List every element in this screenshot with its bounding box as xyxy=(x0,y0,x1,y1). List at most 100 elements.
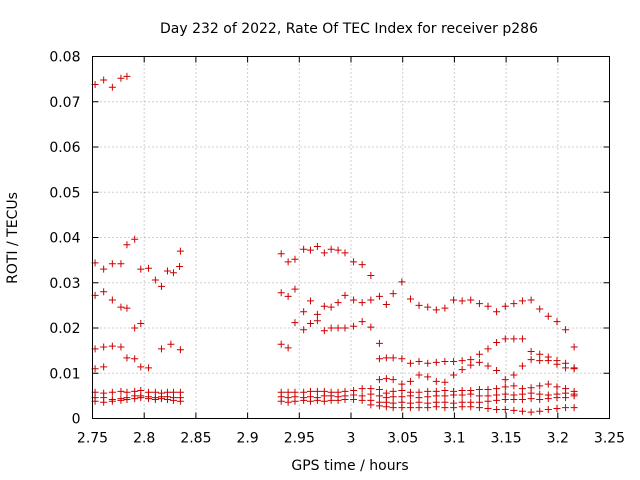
data-point xyxy=(424,303,432,311)
data-point xyxy=(117,303,125,311)
data-point xyxy=(562,404,570,412)
data-point xyxy=(137,319,145,327)
data-point xyxy=(570,343,578,351)
data-point xyxy=(510,335,518,343)
data-point xyxy=(123,72,131,80)
data-point xyxy=(341,291,349,299)
data-point xyxy=(375,355,383,363)
data-point xyxy=(284,344,292,352)
data-point xyxy=(544,353,552,361)
data-point xyxy=(527,356,535,364)
x-tick-label: 2.8 xyxy=(133,431,155,447)
data-point xyxy=(441,404,449,412)
data-point xyxy=(169,269,177,277)
data-point xyxy=(108,296,116,304)
data-point xyxy=(493,367,501,375)
data-point xyxy=(467,296,475,304)
data-point xyxy=(350,322,358,330)
data-point xyxy=(320,327,328,335)
data-point xyxy=(518,335,526,343)
data-point xyxy=(350,296,358,304)
data-point xyxy=(501,302,509,310)
data-point xyxy=(313,310,321,318)
data-point xyxy=(406,295,414,303)
data-point xyxy=(518,395,526,403)
data-point xyxy=(510,300,518,308)
data-point xyxy=(527,408,535,416)
data-point xyxy=(536,305,544,313)
y-tick-label: 0.05 xyxy=(49,185,80,201)
y-tick-label: 0 xyxy=(72,412,81,428)
data-point xyxy=(527,296,535,304)
data-point xyxy=(108,260,116,268)
data-point xyxy=(527,348,535,356)
data-point xyxy=(131,355,139,363)
y-axis-label: ROTI / TECUs xyxy=(5,192,21,284)
data-point xyxy=(406,404,414,412)
data-point xyxy=(510,382,518,390)
data-point xyxy=(375,376,383,384)
data-point xyxy=(493,385,501,393)
data-point xyxy=(398,386,406,394)
data-point xyxy=(313,317,321,325)
data-point xyxy=(117,260,125,268)
data-point xyxy=(300,326,308,334)
data-point xyxy=(484,386,492,394)
x-tick-label: 3 xyxy=(347,431,356,447)
data-point xyxy=(284,398,292,406)
data-point xyxy=(375,402,383,410)
x-tick-label: 3.25 xyxy=(594,431,625,447)
x-tick-label: 2.9 xyxy=(236,431,258,447)
data-point xyxy=(536,382,544,390)
data-point xyxy=(389,376,397,384)
data-point xyxy=(375,292,383,300)
data-point xyxy=(151,276,159,284)
data-point xyxy=(415,357,423,365)
data-point xyxy=(320,397,328,405)
data-point xyxy=(398,355,406,363)
x-axis-label: GPS time / hours xyxy=(291,458,408,474)
data-point xyxy=(553,383,561,391)
data-point xyxy=(570,392,578,400)
data-point xyxy=(484,302,492,310)
data-point xyxy=(176,247,184,255)
data-point xyxy=(382,300,390,308)
data-point xyxy=(145,264,153,272)
data-point xyxy=(389,404,397,412)
data-point xyxy=(432,306,440,314)
data-point xyxy=(123,354,131,362)
x-tick-label: 3.05 xyxy=(387,431,418,447)
data-point xyxy=(450,391,458,399)
data-point xyxy=(518,297,526,305)
data-point xyxy=(137,265,145,273)
x-tick-label: 3.15 xyxy=(491,431,522,447)
data-point xyxy=(334,246,342,254)
data-point xyxy=(284,258,292,266)
data-point xyxy=(100,288,108,296)
data-point xyxy=(367,401,375,409)
data-point xyxy=(562,359,570,367)
data-point xyxy=(334,299,342,307)
data-point xyxy=(358,261,366,269)
data-point xyxy=(398,380,406,388)
data-point xyxy=(382,375,390,383)
data-point xyxy=(176,397,184,405)
data-point xyxy=(277,289,285,297)
data-point xyxy=(415,404,423,412)
data-point xyxy=(493,405,501,413)
data-point xyxy=(327,324,335,332)
data-point xyxy=(358,385,366,393)
y-tick-label: 0.04 xyxy=(49,231,80,247)
data-point xyxy=(117,343,125,351)
y-tick-label: 0.01 xyxy=(49,366,80,382)
data-point xyxy=(484,405,492,413)
data-point xyxy=(510,395,518,403)
data-point xyxy=(382,403,390,411)
data-point xyxy=(432,377,440,385)
data-point xyxy=(570,365,578,373)
data-point xyxy=(306,397,314,405)
data-point xyxy=(398,278,406,286)
data-point xyxy=(501,395,509,403)
data-point xyxy=(432,358,440,366)
